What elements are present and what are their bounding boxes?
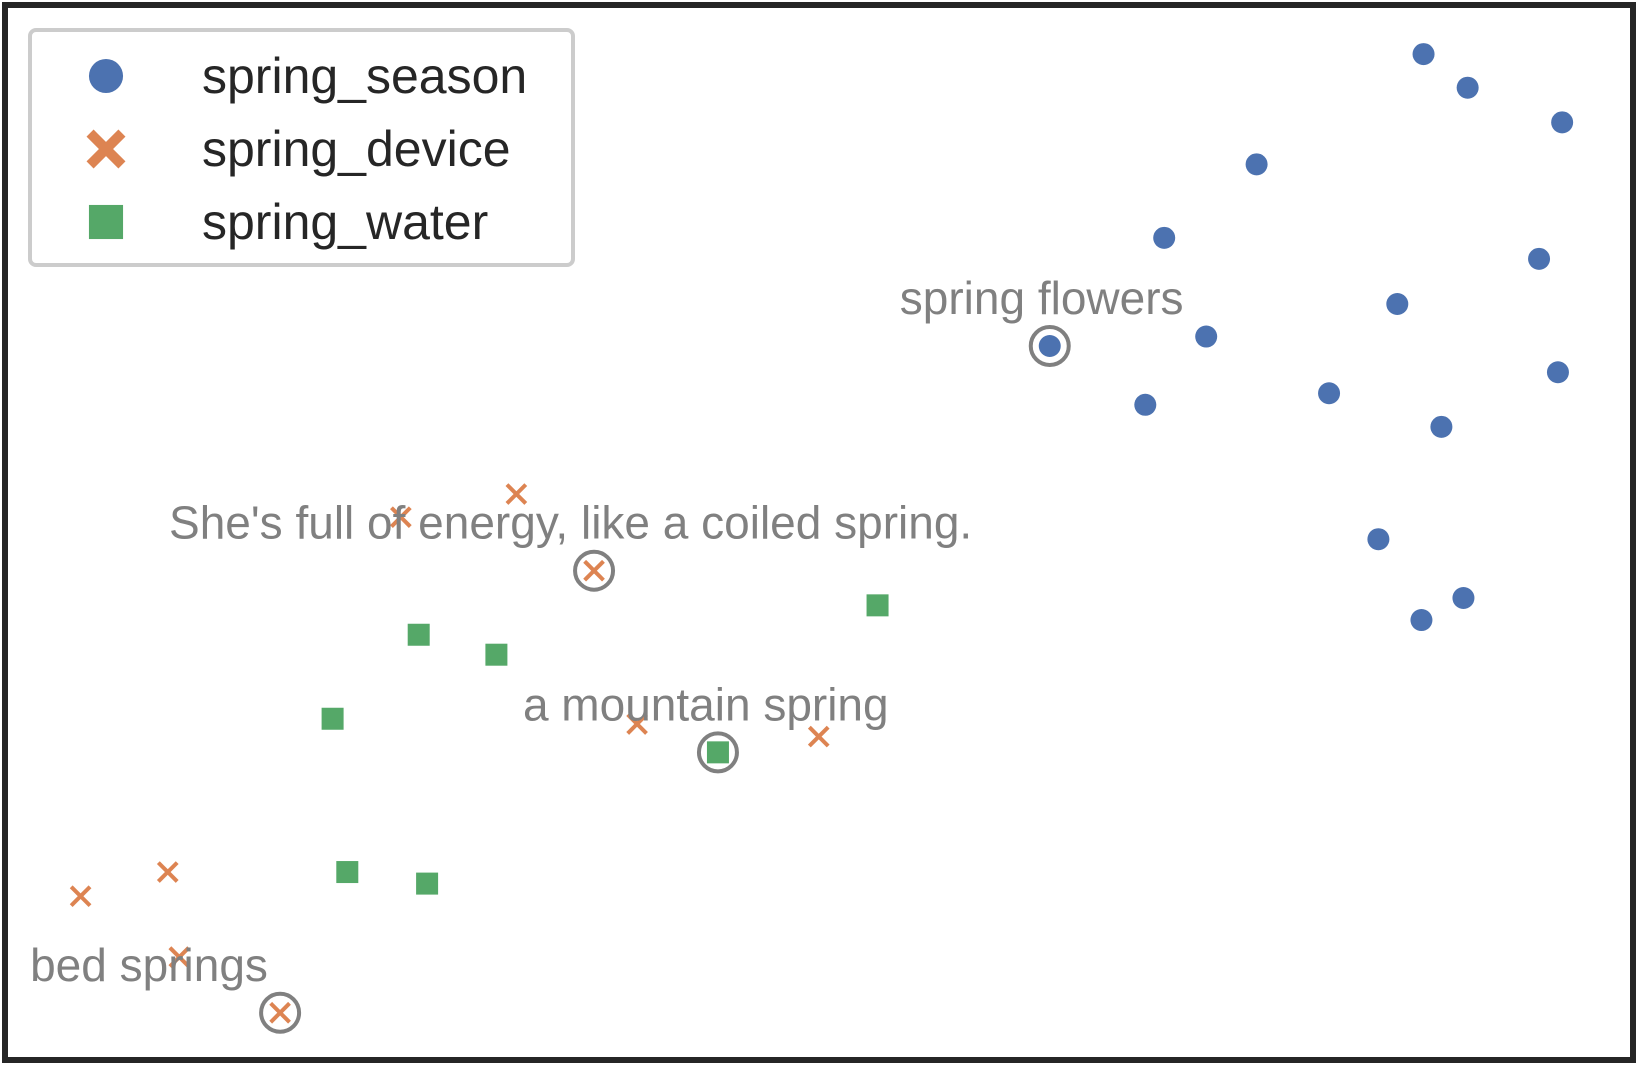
annotation-label: spring flowers: [900, 272, 1184, 324]
spring_device-point-stroke-b: [583, 559, 605, 582]
spring_season-point: [1386, 293, 1409, 315]
legend-frame: [28, 28, 575, 267]
spring_season-point: [1546, 361, 1569, 384]
spring_device-point: [390, 506, 412, 528]
spring_water-point: [866, 594, 889, 617]
spring_device-point-stroke-b: [168, 946, 191, 968]
marks-layer: [69, 43, 1574, 1024]
spring_season-point: [1528, 247, 1551, 270]
spring_device-point: [168, 946, 191, 968]
spring_season-point: [1367, 528, 1390, 551]
spring_season-point: [1551, 111, 1574, 134]
spring_water-point: [485, 643, 508, 666]
spring_water-point: [321, 707, 344, 730]
spring_season-point: [1245, 153, 1268, 176]
spring_device-point: [583, 559, 605, 582]
spring_season-point: [1038, 335, 1061, 357]
spring_water-point: [407, 623, 430, 646]
spring_season-point: [1430, 415, 1453, 438]
spring_device-point-stroke-b: [807, 725, 830, 748]
spring_season-point: [1456, 76, 1479, 99]
spring_device-point-stroke-b: [269, 1001, 291, 1024]
spring_device-point: [69, 885, 92, 908]
spring_device-legend-marker-stroke-b: [86, 129, 126, 169]
spring_season-point: [1134, 393, 1157, 416]
legend-label: spring_water: [202, 194, 488, 250]
spring_water-point: [336, 861, 359, 884]
annotation-ring: [1028, 325, 1071, 367]
spring_device-point: [505, 483, 528, 505]
spring_device-point-stroke-b: [505, 483, 528, 505]
spring_device-point-stroke-b: [390, 506, 412, 528]
spring_device-point-stroke-b: [156, 861, 179, 883]
spring_device-point: [807, 725, 830, 748]
legend: spring_season spring_device spring_water: [28, 28, 575, 267]
spring_season-point: [1452, 587, 1475, 609]
spring_season-point: [1195, 325, 1218, 348]
spring_device-point-stroke-b: [69, 885, 92, 908]
annotation-label: a mountain spring: [523, 678, 889, 730]
legend-label: spring_device: [202, 121, 511, 177]
annotation-ring: [259, 991, 302, 1034]
annotation-label: bed springs: [30, 939, 268, 991]
spring_device-legend-marker: [86, 129, 126, 169]
spring_device-point: [269, 1001, 291, 1024]
annotation-label: She's full of energy, like a coiled spri…: [169, 497, 972, 549]
spring_water-point: [706, 741, 729, 764]
spring_season-point: [1153, 226, 1176, 249]
spring_water-point: [416, 872, 439, 895]
spring_water-legend-marker: [88, 204, 124, 240]
spring_season-point: [1318, 382, 1341, 405]
spring_device-point: [156, 861, 179, 883]
spring_device-point: [626, 713, 648, 735]
spring_device-point-stroke-b: [626, 713, 648, 735]
spring_season-point: [1412, 43, 1435, 66]
annotation-ring: [696, 731, 739, 774]
spring_season-point: [1410, 609, 1433, 632]
annotation-layer: spring flowers She's full of energy, like…: [30, 272, 1184, 1034]
spring_season-legend-marker: [88, 58, 124, 94]
annotation-ring: [573, 549, 616, 592]
legend-label: spring_season: [202, 48, 527, 104]
